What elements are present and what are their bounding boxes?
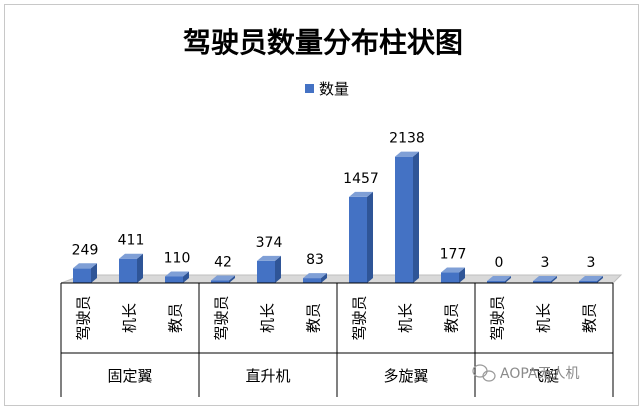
category-label: 教员 [443, 303, 461, 333]
bar-front [441, 272, 459, 283]
bar-top [349, 191, 373, 197]
bar [487, 276, 511, 283]
bar-front [395, 156, 413, 283]
data-label: 42 [214, 255, 232, 271]
bar-side [367, 191, 373, 283]
wechat-icon [472, 364, 496, 382]
bar-front [487, 281, 505, 283]
bar-front [165, 276, 183, 283]
bar-front [533, 281, 551, 283]
bar-front [119, 258, 137, 283]
bar-side [275, 255, 281, 283]
bar-top [441, 267, 465, 273]
data-label: 374 [256, 235, 283, 251]
bar-chart: 驾驶员数量分布柱状图 数量 249 411 110 42 374 83 1457 2138 17… [60, 26, 623, 397]
bar-top [533, 276, 557, 281]
data-label: 83 [306, 252, 324, 268]
bar-side [91, 263, 97, 283]
category-label: 机长 [259, 303, 277, 333]
bar [533, 276, 557, 283]
data-label: 177 [440, 247, 467, 263]
category-label: 教员 [305, 303, 323, 333]
data-label: 0 [495, 255, 504, 271]
bar [395, 151, 419, 283]
bar-front [303, 278, 321, 283]
bar-top [211, 275, 235, 281]
bar [441, 267, 465, 283]
bar-side [413, 151, 419, 283]
group-label: 固定翼 [107, 367, 152, 385]
category-label: 驾驶员 [351, 295, 369, 340]
category-label: 机长 [397, 303, 415, 333]
category-label: 机长 [121, 303, 139, 333]
bar-side [137, 253, 143, 283]
category-label: 教员 [581, 303, 599, 333]
bar-side [459, 267, 465, 283]
bar-front [211, 280, 229, 283]
bar [579, 276, 603, 283]
bar-side [183, 271, 189, 283]
bar [303, 273, 327, 283]
watermark: AOPA无人机 [472, 364, 579, 382]
bar-side [229, 275, 235, 283]
bar-top [487, 276, 511, 281]
bar [119, 253, 143, 283]
data-label: 3 [541, 255, 550, 271]
bar-front [579, 281, 597, 283]
bar [211, 275, 235, 283]
bar [257, 255, 281, 283]
data-labels: 249 411 110 42 374 83 1457 2138 177 0 3 3 [72, 131, 596, 271]
group-label: 多旋翼 [383, 367, 428, 385]
chart-title: 驾驶员数量分布柱状图 [183, 26, 463, 59]
bar-side [505, 276, 511, 283]
bar-side [551, 276, 557, 283]
legend-swatch [305, 84, 314, 93]
category-label: 驾驶员 [213, 295, 231, 340]
data-label: 1457 [343, 171, 379, 187]
data-label: 2138 [389, 131, 425, 147]
category-label: 教员 [167, 303, 185, 333]
bar [349, 191, 373, 283]
group-label: 直升机 [245, 367, 290, 385]
data-label: 3 [587, 255, 596, 271]
bar-top [303, 273, 327, 279]
bar-top [119, 253, 143, 259]
legend-label: 数量 [319, 80, 349, 98]
bar-front [257, 260, 275, 283]
bar-front [73, 268, 91, 283]
bar-front [349, 196, 367, 283]
category-label: 机长 [535, 303, 553, 333]
watermark-text: AOPA无人机 [500, 366, 579, 382]
bar [165, 271, 189, 283]
bar [73, 263, 97, 283]
bar-top [165, 271, 189, 277]
bars [73, 151, 603, 283]
data-label: 110 [164, 251, 191, 267]
legend: 数量 [305, 80, 349, 98]
bar-top [395, 151, 419, 157]
chart-frame: 驾驶员数量分布柱状图 数量 249 411 110 42 374 83 1457 2138 17… [4, 4, 639, 406]
bar-side [321, 273, 327, 283]
data-label: 411 [118, 233, 145, 249]
group-label: 飞艇 [529, 367, 559, 385]
bar-top [579, 276, 603, 281]
category-label: 驾驶员 [489, 295, 507, 340]
data-label: 249 [72, 242, 99, 258]
category-label: 驾驶员 [75, 295, 93, 340]
bar-top [73, 263, 97, 269]
bar-side [597, 276, 603, 283]
bar-top [257, 255, 281, 261]
